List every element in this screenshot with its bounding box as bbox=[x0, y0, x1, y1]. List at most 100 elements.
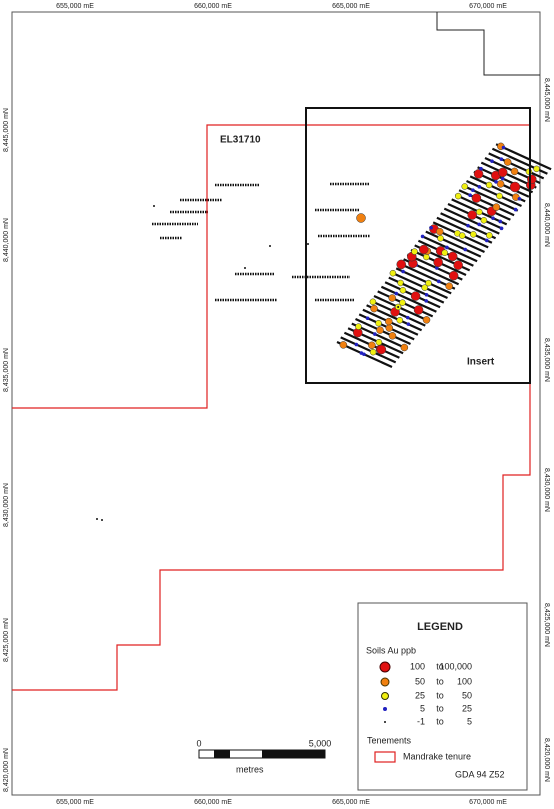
sample-point bbox=[366, 310, 369, 313]
sample-point bbox=[413, 305, 424, 315]
sample-line bbox=[466, 179, 522, 208]
sample-point bbox=[354, 342, 359, 347]
legend-range-to: to bbox=[436, 716, 444, 726]
sample-point bbox=[476, 208, 483, 216]
scale-segment bbox=[214, 750, 230, 758]
scale-segment bbox=[262, 750, 325, 758]
sample-line bbox=[477, 166, 534, 194]
sample-point bbox=[355, 323, 362, 330]
sample-line bbox=[436, 216, 493, 244]
legend-range-to: to bbox=[436, 676, 444, 686]
sample-line bbox=[399, 262, 456, 290]
grid-label: 8,435,000 mN bbox=[3, 348, 10, 392]
sample-point bbox=[423, 253, 430, 261]
sample-point bbox=[473, 221, 476, 224]
legend-symbol bbox=[384, 721, 386, 723]
sample-point bbox=[439, 243, 442, 246]
sample-point bbox=[433, 257, 443, 268]
sample-point bbox=[512, 157, 515, 160]
sample-point bbox=[482, 187, 485, 190]
features bbox=[96, 142, 552, 521]
legend-range-upto: 5 bbox=[467, 716, 472, 726]
grid-label: 8,430,000 mN bbox=[543, 468, 550, 512]
sample-point bbox=[435, 227, 444, 236]
scale-start: 0 bbox=[196, 738, 201, 748]
sample-line bbox=[395, 267, 452, 295]
sample-point bbox=[503, 158, 512, 166]
sample-line bbox=[443, 207, 500, 235]
sample-point bbox=[388, 332, 397, 340]
sample-point bbox=[501, 145, 506, 150]
sample-point bbox=[486, 232, 493, 239]
sample-point bbox=[438, 274, 441, 277]
sample-line bbox=[425, 230, 482, 258]
grid-label: 8,430,000 mN bbox=[3, 483, 10, 527]
sample-point bbox=[344, 338, 347, 341]
insert-box bbox=[305, 107, 531, 384]
sample-point bbox=[369, 298, 377, 306]
sample-point bbox=[397, 305, 400, 308]
sample-line bbox=[340, 336, 397, 364]
sample-point bbox=[388, 294, 396, 302]
sample-point bbox=[445, 282, 453, 290]
sample-point bbox=[525, 168, 533, 175]
sample-point bbox=[527, 174, 537, 185]
legend-symbol bbox=[380, 677, 390, 687]
sample-point bbox=[401, 269, 405, 274]
sample-point bbox=[420, 278, 423, 281]
sample-point bbox=[421, 284, 428, 291]
sample-point bbox=[399, 287, 407, 294]
sample-point bbox=[269, 245, 271, 247]
sample-point bbox=[411, 248, 418, 255]
sample-point bbox=[429, 225, 433, 230]
sample-point bbox=[500, 176, 505, 181]
sample-point bbox=[527, 157, 530, 160]
sample-point bbox=[533, 165, 540, 173]
sample-point bbox=[431, 308, 434, 311]
scale-end: 5,000 bbox=[309, 738, 332, 748]
sample-point bbox=[363, 322, 366, 325]
legend-range-upto: 100 bbox=[457, 676, 472, 686]
legend-range-from: 100 bbox=[410, 661, 425, 671]
grid-label: 8,440,000 mN bbox=[543, 203, 550, 247]
grid-label: 670,000 mE bbox=[469, 3, 507, 10]
grid-label: 8,445,000 mN bbox=[3, 108, 10, 152]
sample-point bbox=[398, 350, 401, 353]
legend-symbol bbox=[383, 707, 387, 711]
grid-label: 8,435,000 mN bbox=[543, 338, 550, 382]
sample-point bbox=[375, 338, 383, 346]
sample-point bbox=[473, 169, 484, 179]
sample-point bbox=[369, 348, 377, 356]
grid-label: 665,000 mE bbox=[332, 799, 370, 806]
sample-point bbox=[101, 519, 103, 521]
sample-point bbox=[339, 341, 348, 349]
sample-point bbox=[307, 243, 309, 245]
scale-unit: metres bbox=[236, 764, 264, 774]
sample-point bbox=[375, 314, 378, 317]
sample-point bbox=[477, 185, 482, 189]
legend-range-to: to bbox=[436, 690, 444, 700]
sample-point bbox=[373, 332, 377, 336]
sample-point bbox=[479, 166, 483, 171]
sample-point bbox=[375, 319, 382, 327]
grid-label: 8,425,000 mN bbox=[543, 603, 550, 647]
sample-point bbox=[436, 279, 441, 284]
sample-point bbox=[425, 279, 432, 287]
grid-label: 8,420,000 mN bbox=[3, 748, 10, 792]
projection-label: GDA 94 Z52 bbox=[455, 769, 505, 779]
sample-point bbox=[498, 167, 508, 178]
sample-point bbox=[486, 227, 489, 230]
sample-line bbox=[458, 189, 515, 217]
legend-range-to: to bbox=[436, 661, 444, 671]
sample-point bbox=[396, 317, 404, 324]
legend-range-from: -1 bbox=[417, 716, 425, 726]
sample-line bbox=[454, 193, 511, 221]
legend-range-upto: 50 bbox=[462, 690, 472, 700]
sample-point bbox=[419, 244, 429, 255]
legend-range-upto: 25 bbox=[462, 703, 472, 713]
sample-point bbox=[406, 322, 411, 326]
sample-point bbox=[389, 269, 397, 277]
sample-point bbox=[485, 181, 493, 189]
sample-point bbox=[509, 181, 521, 193]
